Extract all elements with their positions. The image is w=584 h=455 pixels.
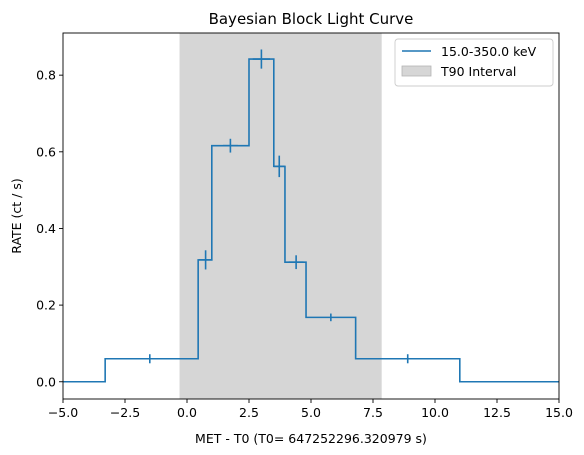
y-tick-label: 0.8 xyxy=(36,68,56,83)
y-tick-label: 0.2 xyxy=(36,298,56,313)
error-bar xyxy=(198,250,213,270)
x-tick-label: −5.0 xyxy=(48,405,78,420)
y-axis-ticks: 0.0 0.2 0.4 0.6 0.8 xyxy=(36,68,63,389)
legend-t90-label: T90 Interval xyxy=(440,64,516,79)
x-tick-label: 0.0 xyxy=(177,405,197,420)
t90-interval-region xyxy=(179,33,382,399)
chart-title: Bayesian Block Light Curve xyxy=(209,10,414,28)
x-tick-label: −2.5 xyxy=(110,405,140,420)
y-tick-label: 0.0 xyxy=(36,374,56,389)
legend: 15.0-350.0 keV T90 Interval xyxy=(394,38,554,87)
legend-t90-swatch xyxy=(401,65,432,77)
legend-box xyxy=(394,38,554,87)
x-tick-label: 10.0 xyxy=(421,405,449,420)
error-bar-layer xyxy=(149,49,409,364)
x-tick-label: 7.5 xyxy=(363,405,383,420)
x-tick-label: 15.0 xyxy=(545,405,573,420)
x-axis-label: MET - T0 (T0= 647252296.320979 s) xyxy=(195,431,427,446)
x-tick-label: 5.0 xyxy=(301,405,321,420)
legend-series-label: 15.0-350.0 keV xyxy=(441,44,537,59)
error-bar xyxy=(252,49,271,69)
error-bar xyxy=(222,138,238,153)
x-tick-label: 2.5 xyxy=(239,405,259,420)
light-curve-step-line xyxy=(63,58,559,383)
x-axis-ticks: −5.0 −2.5 0.0 2.5 5.0 7.5 10.0 12.5 15.0 xyxy=(48,399,573,420)
error-bar xyxy=(273,155,285,178)
y-tick-label: 0.6 xyxy=(36,144,56,159)
plot-area xyxy=(63,33,559,399)
y-axis-label: RATE (ct / s) xyxy=(9,178,24,253)
y-tick-label: 0.4 xyxy=(36,221,56,236)
error-bar xyxy=(288,255,304,270)
t90-shade-layer xyxy=(179,33,382,399)
series-layer xyxy=(63,58,559,383)
x-tick-label: 12.5 xyxy=(483,405,511,420)
